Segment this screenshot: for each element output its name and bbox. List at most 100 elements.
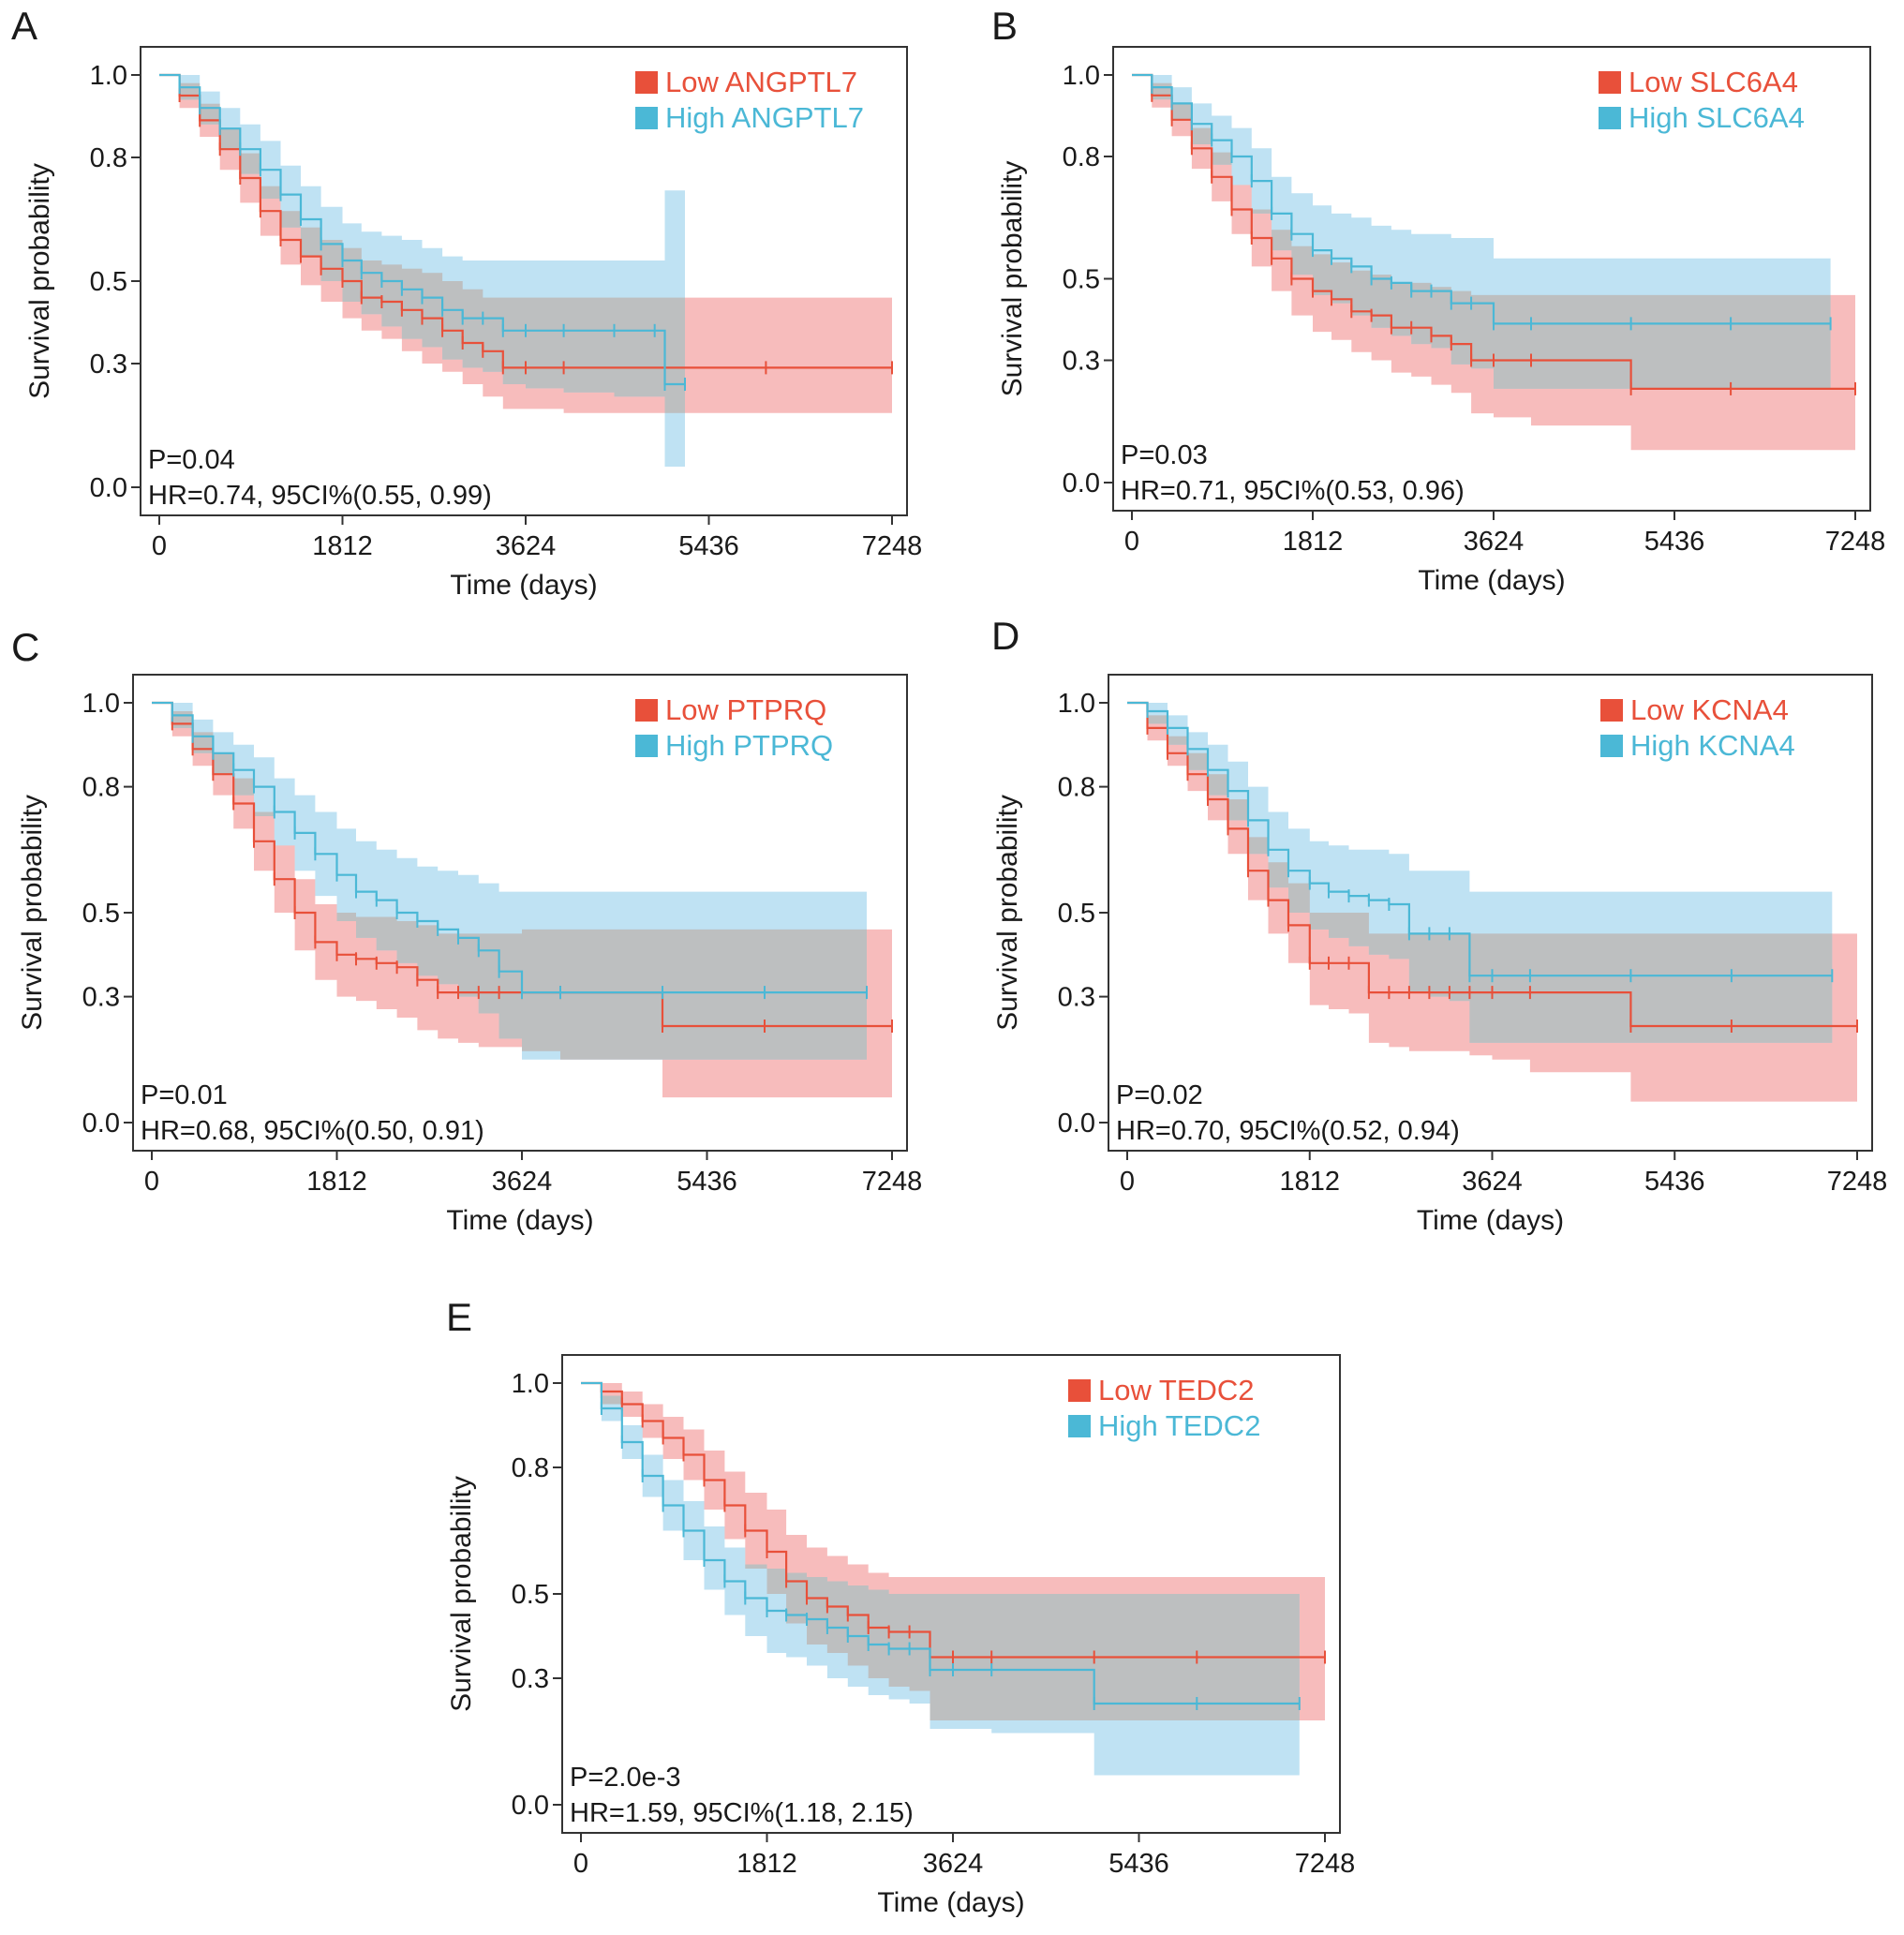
x-tick-label-d: 5436	[1644, 1167, 1705, 1197]
legend-label-low-c: Low PTPRQ	[665, 693, 826, 726]
y-tick-label-b: 0.0	[1063, 469, 1100, 499]
x-tick-label-b: 1812	[1283, 527, 1344, 557]
x-axis-title-c: Time (days)	[446, 1205, 593, 1236]
legend-label-low-d: Low KCNA4	[1630, 693, 1789, 726]
y-tick-label-d: 0.5	[1058, 899, 1095, 929]
legend-label-high-b: High SLC6A4	[1629, 101, 1805, 134]
y-tick-label-b: 0.3	[1063, 347, 1100, 377]
panel-letter-e: E	[446, 1295, 472, 1339]
legend-label-low-b: Low SLC6A4	[1629, 66, 1798, 98]
legend-swatch-high-c	[635, 735, 658, 757]
x-tick-label-e: 5436	[1108, 1849, 1169, 1879]
hazard-ratio-text-e: HR=1.59, 95CI%(1.18, 2.15)	[570, 1798, 914, 1828]
hazard-ratio-text-b: HR=0.71, 95CI%(0.53, 0.96)	[1121, 476, 1465, 506]
y-tick-label-d: 1.0	[1058, 689, 1095, 719]
panel-a: A 0.0 0.3 0.5 0.8 1.0 0 1812 3624 5436 7248 Time (…	[11, 4, 922, 601]
x-tick-label-d: 7248	[1827, 1167, 1888, 1197]
y-tick-label-c: 0.3	[82, 983, 120, 1013]
hazard-ratio-text-a: HR=0.74, 95CI%(0.55, 0.99)	[148, 481, 492, 511]
legend-label-high-d: High KCNA4	[1630, 729, 1795, 762]
y-axis-title-c: Survival probability	[17, 795, 48, 1031]
x-axis-title-a: Time (days)	[450, 570, 597, 601]
legend-swatch-low-c	[635, 699, 658, 722]
x-tick-label-d: 1812	[1279, 1167, 1340, 1197]
x-axis-title-b: Time (days)	[1418, 565, 1565, 596]
y-tick-label-a: 0.8	[90, 143, 127, 173]
y-tick-label-b: 0.8	[1063, 142, 1100, 172]
x-tick-label-e: 1812	[736, 1849, 797, 1879]
y-tick-label-e: 1.0	[512, 1369, 549, 1399]
survival-line-low-d	[1127, 701, 1857, 1028]
x-tick-label-e: 3624	[923, 1849, 984, 1879]
y-tick-label-c: 1.0	[82, 689, 120, 719]
ci-band-low-a	[159, 75, 892, 413]
y-tick-label-d: 0.0	[1058, 1109, 1095, 1139]
x-tick-label-a: 3624	[496, 531, 557, 561]
survival-line-high-d	[1127, 701, 1833, 977]
x-tick-label-e: 7248	[1295, 1849, 1356, 1879]
legend-label-high-c: High PTPRQ	[665, 729, 833, 762]
y-tick-label-a: 0.3	[90, 350, 127, 380]
p-value-text-d: P=0.02	[1116, 1080, 1203, 1110]
x-tick-label-c: 1812	[306, 1167, 367, 1197]
legend-swatch-high-a	[635, 107, 658, 129]
y-tick-label-b: 0.5	[1063, 265, 1100, 295]
p-value-text-c: P=0.01	[141, 1080, 228, 1110]
y-tick-label-d: 0.8	[1058, 773, 1095, 803]
legend-swatch-low-d	[1600, 699, 1623, 722]
x-tick-label-c: 7248	[862, 1167, 923, 1197]
x-tick-label-c: 3624	[492, 1167, 553, 1197]
x-tick-label-a: 7248	[862, 531, 923, 561]
y-tick-label-e: 0.8	[512, 1453, 549, 1483]
y-axis-title-e: Survival probability	[446, 1476, 477, 1712]
p-value-text-a: P=0.04	[148, 445, 235, 475]
legend-label-low-a: Low ANGPTL7	[665, 66, 857, 98]
ci-band-overlap-e	[581, 1383, 1300, 1720]
y-axis-title-d: Survival probability	[992, 795, 1023, 1031]
legend-label-high-e: High TEDC2	[1098, 1409, 1260, 1442]
legend-swatch-low-b	[1599, 71, 1621, 94]
legend-swatch-low-a	[635, 71, 658, 94]
x-tick-label-b: 5436	[1644, 527, 1705, 557]
y-tick-label-a: 1.0	[90, 61, 127, 91]
y-tick-label-e: 0.5	[512, 1580, 549, 1610]
legend-swatch-low-e	[1068, 1379, 1091, 1402]
panel-letter-a: A	[11, 4, 37, 48]
survival-line-low-a	[159, 73, 892, 369]
legend-swatch-high-e	[1068, 1415, 1091, 1437]
x-tick-label-a: 5436	[678, 531, 739, 561]
hazard-ratio-text-d: HR=0.70, 95CI%(0.52, 0.94)	[1116, 1116, 1460, 1146]
survival-line-low-e	[581, 1381, 1325, 1659]
x-tick-label-b: 7248	[1825, 527, 1886, 557]
x-tick-label-a: 1812	[312, 531, 373, 561]
panel-letter-b: B	[991, 4, 1018, 48]
ci-band-overlap-d	[1127, 703, 1833, 1043]
p-value-text-b: P=0.03	[1121, 440, 1208, 470]
y-tick-label-d: 0.3	[1058, 983, 1095, 1013]
y-axis-title-a: Survival probability	[24, 163, 55, 399]
y-axis-title-b: Survival probability	[997, 161, 1028, 397]
ci-band-overlap-b	[1132, 75, 1831, 389]
panel-c: C 0.0 0.3 0.5 0.8 1.0 0 1812 3624 5436 7248 Time (…	[11, 625, 922, 1236]
x-tick-label-e: 0	[573, 1849, 588, 1879]
panel-letter-d: D	[991, 614, 1019, 658]
p-value-text-e: P=2.0e-3	[570, 1763, 681, 1793]
y-tick-label-e: 0.3	[512, 1664, 549, 1694]
panel-letter-c: C	[11, 625, 39, 669]
y-tick-label-a: 0.5	[90, 267, 127, 297]
x-tick-label-b: 3624	[1464, 527, 1525, 557]
legend-swatch-high-d	[1600, 735, 1623, 757]
x-tick-label-a: 0	[152, 531, 167, 561]
panel-d: D 0.0 0.3 0.5 0.8 1.0 0 1812 3624 5436 7248 Time (…	[991, 614, 1887, 1236]
legend-swatch-high-b	[1599, 107, 1621, 129]
legend-label-low-e: Low TEDC2	[1098, 1374, 1255, 1407]
x-tick-label-c: 5436	[677, 1167, 737, 1197]
y-tick-label-b: 1.0	[1063, 61, 1100, 91]
x-tick-label-b: 0	[1124, 527, 1139, 557]
ci-band-overlap-c	[152, 703, 867, 1060]
panel-e: E 0.0 0.3 0.5 0.8 1.0 0 1812 3624 5436 7248 Time (…	[446, 1295, 1355, 1918]
y-tick-label-e: 0.0	[512, 1791, 549, 1821]
y-tick-label-c: 0.8	[82, 773, 120, 803]
y-tick-label-c: 0.5	[82, 899, 120, 929]
